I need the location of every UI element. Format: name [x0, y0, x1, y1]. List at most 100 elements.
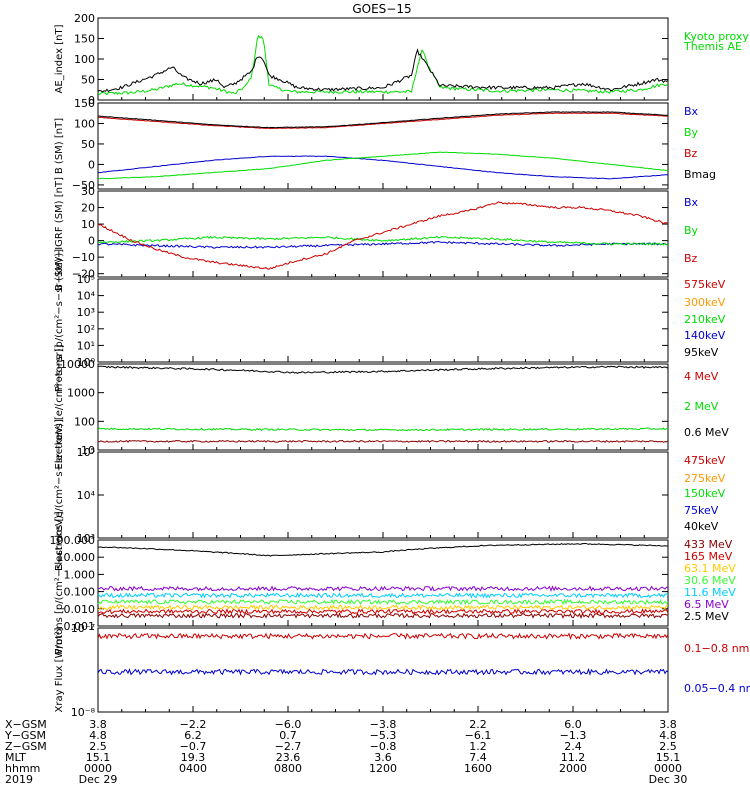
xaxis-value: 15.1: [86, 751, 111, 764]
ytick-label: 50: [81, 138, 95, 151]
xaxis-value: 2.2: [469, 718, 487, 731]
xaxis-value: 15.1: [656, 751, 681, 764]
series-line-6-0: [97, 612, 668, 619]
ytick-label: −20: [72, 268, 95, 281]
ytick-label: 0.010: [64, 603, 96, 616]
ytick-label: −50: [72, 179, 95, 192]
ytick-label: 10³: [77, 306, 95, 319]
legend-entry: 11.6 MeV: [684, 586, 736, 599]
legend-entry: Bx: [684, 196, 699, 209]
ytick-label: 100: [74, 53, 95, 66]
ytick-label: 0: [88, 235, 95, 248]
series-line-7-1: [97, 667, 669, 676]
legend-entry: 275keV: [684, 472, 726, 485]
xaxis-value: 6.2: [184, 729, 202, 742]
series-line-1-2: [97, 112, 669, 130]
series-line-4-1: [97, 427, 669, 432]
ytick-label: 10⁰: [77, 356, 96, 369]
plot-title: GOES−15: [352, 2, 411, 16]
xaxis-value: 1200: [369, 762, 397, 775]
legend-entry: 40keV: [684, 520, 719, 533]
xaxis-value: −0.8: [370, 740, 397, 753]
ytick-label: 0: [88, 158, 95, 171]
ytick-label: 10000: [60, 358, 95, 371]
ylabel: Protons [p/(cm²−s−sr−keV)]: [54, 249, 65, 392]
series-line-0-1: [97, 48, 669, 93]
ytick-label: 1.000: [64, 568, 96, 581]
ytick-label: 10: [81, 218, 95, 231]
legend-entry: 165 MeV: [684, 550, 733, 563]
ytick-label: 200: [74, 12, 95, 25]
legend-entry: Themis AE: [683, 40, 742, 53]
ytick-label: −10: [72, 251, 95, 264]
ylabel: B (SM) [nT]: [54, 118, 65, 174]
series-line-6-4: [97, 592, 669, 599]
ylabel: Protons [p/(cm²−s−sr−keV)]: [54, 511, 65, 654]
legend-entry: 95keV: [684, 346, 719, 359]
legend-entry: 75keV: [684, 504, 719, 517]
legend-entry: 475keV: [684, 454, 726, 467]
legend-entry: 150keV: [684, 487, 726, 500]
xaxis-value: 0000: [654, 762, 682, 775]
legend-entry: 30.6 MeV: [684, 574, 736, 587]
legend-entry: 210keV: [684, 313, 726, 326]
legend-entry: 2 MeV: [684, 400, 719, 413]
xaxis-value: Dec 30: [649, 773, 688, 786]
panel-frame-5: [97, 451, 669, 539]
xaxis-row-label: Y−GSM: [4, 729, 46, 742]
xaxis-value: 1600: [464, 762, 492, 775]
series-line-2-1: [97, 235, 669, 246]
xaxis-value: −2.7: [275, 740, 302, 753]
xaxis-value: 2.5: [659, 740, 677, 753]
xaxis-row-label: MLT: [5, 751, 26, 764]
legend-entry: 575keV: [684, 278, 726, 291]
series-line-6-2: [97, 604, 669, 611]
panel-frame-4: [97, 363, 669, 451]
ytick-label: 100: [74, 415, 95, 428]
ytick-label: 10⁵: [77, 273, 95, 286]
ytick-label: 10²: [77, 323, 95, 336]
ytick-label: 20: [81, 202, 95, 215]
legend-entry: Bz: [684, 147, 698, 160]
xaxis-value: 0000: [84, 762, 112, 775]
ytick-label: 30: [81, 185, 95, 198]
ytick-label: 0.100: [64, 586, 96, 599]
xaxis-value: 0.7: [279, 729, 297, 742]
xaxis-value: 6.0: [564, 718, 582, 731]
xaxis-row-label: Z−GSM: [5, 740, 47, 753]
xaxis-value: 0400: [179, 762, 207, 775]
series-line-6-3: [97, 598, 669, 606]
xaxis-row-label: hhmm: [5, 762, 40, 775]
ytick-label: 10¹: [77, 339, 95, 352]
ytick-label: 10.000: [57, 551, 96, 564]
series-line-4-2: [97, 365, 669, 374]
xaxis-value: 23.6: [276, 751, 301, 764]
xaxis-value: −5.3: [370, 729, 397, 742]
xaxis-value: 7.4: [469, 751, 487, 764]
xaxis-value: −3.8: [370, 718, 397, 731]
ytick-label: 10⁴: [77, 489, 96, 502]
series-line-2-2: [97, 201, 669, 270]
xaxis-row-label: X−GSM: [5, 718, 47, 731]
xaxis-row-label: 2019: [5, 773, 33, 786]
xaxis-value: 0800: [274, 762, 302, 775]
series-line-2-0: [97, 240, 669, 249]
series-line-6-6: [97, 542, 669, 557]
xaxis-value: 11.2: [561, 751, 586, 764]
xaxis-value: −6.0: [275, 718, 302, 731]
legend-entry: 0.6 MeV: [684, 426, 729, 439]
xaxis-value: 3.8: [659, 718, 677, 731]
ytick-label: 50: [81, 74, 95, 87]
legend-entry: 0.1−0.8 nm: [684, 642, 749, 655]
xaxis-value: 1.2: [469, 740, 487, 753]
legend-entry: 2.5 MeV: [684, 610, 729, 623]
xaxis-value: −2.2: [180, 718, 207, 731]
panel-frame-1: [97, 102, 669, 190]
panel-frame-2: [97, 190, 669, 278]
xaxis-value: 3.6: [374, 751, 392, 764]
ytick-label: 10³: [77, 532, 95, 545]
xaxis-value: −0.7: [180, 740, 207, 753]
xaxis-value: 3.8: [89, 718, 107, 731]
ylabel: AE_index [nT]: [54, 24, 65, 93]
